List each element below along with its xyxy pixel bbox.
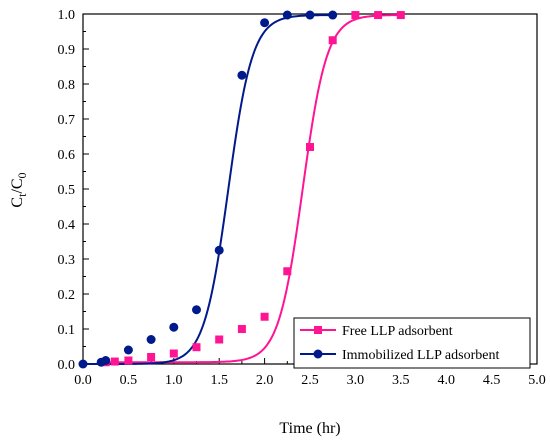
- x-tick-label-0: 0.0: [74, 373, 92, 388]
- y-tick-label-3: 0.3: [58, 253, 76, 268]
- x-axis-title: Time (hr): [279, 420, 340, 437]
- point-free-4: [169, 349, 178, 358]
- point-immobilized-6: [192, 305, 201, 315]
- point-immobilized-12: [328, 10, 338, 20]
- point-free-9: [283, 267, 292, 276]
- x-tick-label-9: 4.5: [483, 373, 501, 388]
- legend-label-immobilized: Immobilized LLP adsorbent: [342, 348, 499, 363]
- point-immobilized-10: [282, 10, 292, 20]
- y-axis-title-slash: /C: [9, 178, 26, 193]
- point-free-10: [306, 143, 314, 151]
- legend-marker-immobilized: [313, 349, 323, 359]
- point-free-6: [215, 335, 224, 344]
- x-tick-label-1: 0.5: [120, 373, 138, 388]
- point-immobilized-5: [169, 322, 179, 332]
- data-points: [78, 10, 405, 369]
- x-tick-label-8: 4.0: [437, 373, 455, 388]
- point-immobilized-2: [101, 356, 111, 365]
- fit-curve-1: [83, 14, 333, 365]
- y-axis-title-sub-0: 0: [15, 172, 29, 178]
- y-axis-title-text: Ct/C0: [9, 172, 29, 207]
- point-free-5: [192, 343, 201, 352]
- point-immobilized-4: [146, 335, 156, 344]
- point-free-13: [374, 11, 383, 20]
- y-axis-title-sub-t: t: [15, 193, 29, 197]
- y-tick-label-0: 0.0: [58, 358, 76, 373]
- legend: Free LLP adsorbent Immobilized LLP adsor…: [293, 317, 531, 369]
- legend-label-free: Free LLP adsorbent: [342, 324, 453, 339]
- point-free-14: [396, 11, 405, 20]
- point-free-11: [328, 36, 337, 45]
- y-tick-label-4: 0.4: [58, 218, 76, 233]
- fit-curve-0: [105, 14, 401, 364]
- point-immobilized-3: [123, 345, 133, 355]
- x-tick-label-5: 2.5: [301, 373, 319, 388]
- x-tick-label-4: 2.0: [256, 373, 274, 388]
- y-tick-label-6: 0.6: [58, 148, 76, 163]
- point-immobilized-0: [78, 359, 88, 369]
- y-axis-title: Ct/C0: [9, 172, 29, 207]
- point-free-2: [124, 356, 133, 365]
- x-tick-label-2: 1.0: [165, 373, 183, 388]
- point-immobilized-9: [260, 18, 270, 28]
- point-free-8: [260, 312, 269, 321]
- y-tick-label-10: 1.0: [58, 8, 76, 23]
- point-free-7: [237, 325, 246, 333]
- legend-marker-free: [314, 326, 322, 334]
- x-tick-label-3: 1.5: [210, 373, 228, 388]
- point-immobilized-8: [237, 70, 247, 80]
- y-tick-label-5: 0.5: [58, 183, 76, 198]
- point-free-1: [110, 357, 119, 366]
- y-axis-title-c: C: [9, 197, 26, 208]
- point-immobilized-7: [214, 245, 224, 255]
- y-tick-label-8: 0.8: [58, 78, 76, 93]
- y-tick-label-9: 0.9: [58, 43, 76, 58]
- y-tick-label-2: 0.2: [58, 288, 76, 303]
- point-free-3: [147, 353, 156, 361]
- legend-box: [293, 317, 531, 369]
- x-tick-label-10: 5.0: [528, 373, 546, 388]
- x-tick-label-7: 3.5: [392, 373, 410, 388]
- y-tick-label-7: 0.7: [58, 113, 76, 128]
- point-immobilized-11: [305, 10, 315, 20]
- fit-curves: [83, 14, 401, 365]
- x-tick-label-6: 3.0: [347, 373, 365, 388]
- point-free-12: [351, 11, 360, 20]
- y-tick-label-1: 0.1: [58, 323, 76, 338]
- plot-frame: [82, 13, 538, 365]
